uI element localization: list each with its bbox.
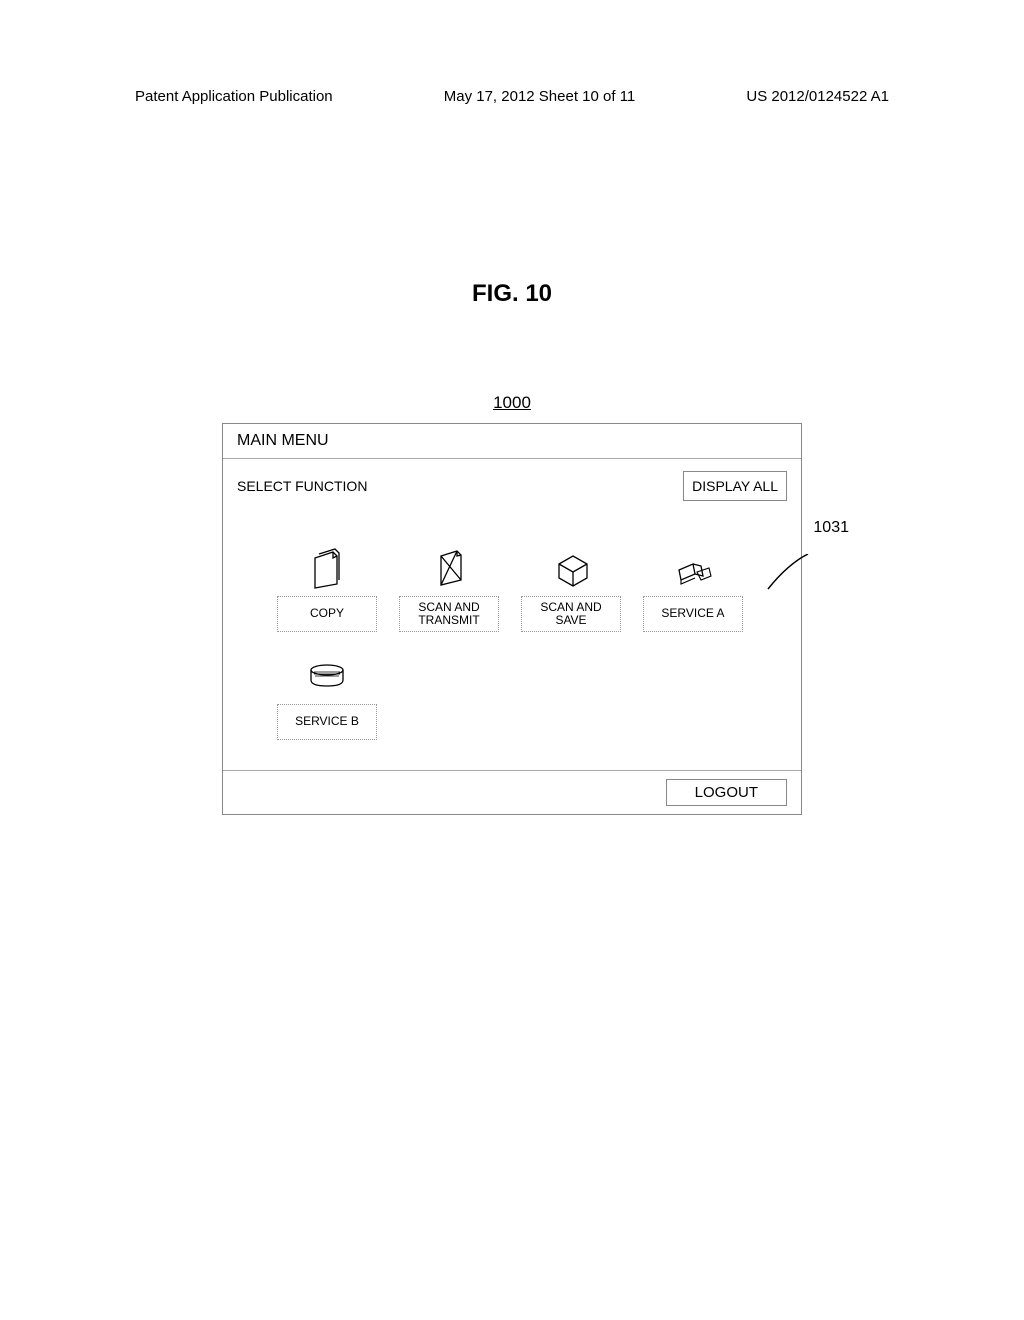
scan-transmit-label: SCAN AND TRANSMIT (399, 596, 499, 632)
copy-button[interactable]: COPY (277, 546, 377, 632)
service-a-button[interactable]: SERVICE A (643, 546, 743, 632)
display-all-button[interactable]: DISPLAY ALL (683, 471, 787, 501)
function-buttons: COPY SCAN AND TRANSMIT (237, 546, 787, 740)
main-menu-screen: MAIN MENU 1031 SELECT FUNCTION DISPLAY A… (222, 423, 802, 815)
service-a-icon (643, 546, 743, 591)
copy-icon (277, 546, 377, 591)
footer-bar: LOGOUT (223, 770, 801, 814)
scan-transmit-icon (399, 546, 499, 591)
content-area: 1031 SELECT FUNCTION DISPLAY ALL COPY (223, 459, 801, 770)
callout-line (733, 554, 813, 594)
title-bar: MAIN MENU (223, 424, 801, 459)
scan-save-label: SCAN AND SAVE (521, 596, 621, 632)
header-left: Patent Application Publication (135, 88, 333, 105)
service-b-label: SERVICE B (277, 704, 377, 740)
header-center: May 17, 2012 Sheet 10 of 11 (444, 88, 636, 105)
page-header: Patent Application Publication May 17, 2… (0, 0, 1024, 105)
scan-transmit-button[interactable]: SCAN AND TRANSMIT (399, 546, 499, 632)
scan-save-icon (521, 546, 621, 591)
service-a-label: SERVICE A (643, 596, 743, 632)
copy-label: COPY (277, 596, 377, 632)
service-b-icon (277, 654, 377, 699)
subtitle: SELECT FUNCTION (237, 478, 367, 494)
callout-ref: 1031 (813, 519, 849, 537)
figure-label: FIG. 10 (0, 280, 1024, 308)
logout-button[interactable]: LOGOUT (666, 779, 787, 806)
figure-ref-number: 1000 (0, 393, 1024, 413)
header-right: US 2012/0124522 A1 (746, 88, 889, 105)
scan-save-button[interactable]: SCAN AND SAVE (521, 546, 621, 632)
service-b-button[interactable]: SERVICE B (277, 654, 377, 740)
